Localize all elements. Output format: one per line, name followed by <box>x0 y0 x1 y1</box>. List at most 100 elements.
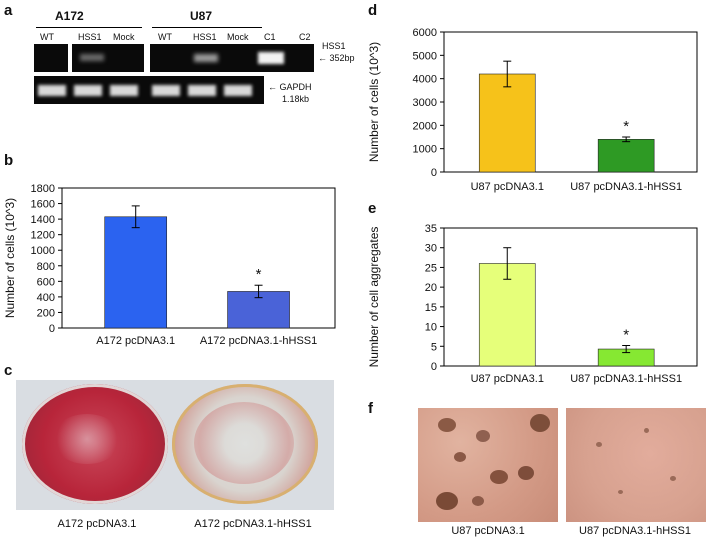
y-tick-label: 3000 <box>413 97 437 109</box>
significance-star: * <box>256 266 262 283</box>
y-tick-label: 35 <box>425 223 437 235</box>
x-category-label: A172 pcDNA3.1-hHSS1 <box>200 335 317 347</box>
panel-e-letter: e <box>368 200 377 217</box>
caption-c-left: A172 pcDNA3.1 <box>57 518 137 530</box>
y-tick-label: 1200 <box>31 230 55 242</box>
micrograph-hhss1 <box>566 408 706 522</box>
gel-band-gapdh <box>38 85 66 96</box>
caption-c-right: A172 pcDNA3.1-hHSS1 <box>194 518 312 530</box>
gel-lane-label: C2 <box>299 32 311 42</box>
y-tick-label: 10 <box>425 322 437 334</box>
cell-aggregate <box>490 470 508 484</box>
chart-d: 0 1000 2000 3000 4000 5000 6000 Number of cells… <box>367 27 698 193</box>
gel-gapdh-label: ← GAPDH <box>268 82 312 92</box>
significance-star: * <box>623 326 629 343</box>
gel-strip-gapdh <box>34 76 264 104</box>
gel-band-gapdh <box>74 85 102 96</box>
y-tick-label: 4000 <box>413 74 437 86</box>
cell-dot <box>670 476 676 481</box>
plot-frame <box>61 187 336 329</box>
plate-photo-panel <box>16 380 334 510</box>
gel-group-a172: A172 <box>55 9 84 23</box>
plot-frame <box>443 227 698 367</box>
bar <box>597 139 655 173</box>
y-tick-label: 1600 <box>31 199 55 211</box>
y-tick-label: 5 <box>431 341 437 353</box>
chart-e: 0 5 10 15 20 25 30 35 Number of cell aggregates U… <box>367 223 698 385</box>
gel-hss1-label: HSS1 <box>322 41 346 51</box>
gel-band-c1 <box>258 52 284 64</box>
y-tick-label: 400 <box>37 292 55 304</box>
gel-lane-label: WT <box>40 32 54 42</box>
gel-strip-wt <box>34 44 68 72</box>
gel-band-hss1 <box>80 54 104 61</box>
bar <box>478 263 536 367</box>
bar <box>478 73 536 173</box>
arrow-left-icon: ← <box>318 53 327 63</box>
gel-gapdh-text: GAPDH <box>279 82 312 92</box>
y-tick-label: 20 <box>425 282 437 294</box>
cell-aggregate <box>472 496 484 506</box>
panel-a-letter: a <box>4 2 13 19</box>
panel-b-letter: b <box>4 152 14 169</box>
cell-dot <box>596 442 602 447</box>
y-tick-label: 1800 <box>31 183 55 195</box>
y-tick-label: 0 <box>49 323 55 335</box>
y-tick-label: 6000 <box>413 27 437 39</box>
gel-lane-label: C1 <box>264 32 276 42</box>
cell-dot <box>644 428 649 433</box>
y-tick-label: 0 <box>431 361 437 373</box>
gel-group-u87-line <box>152 27 262 28</box>
plate-hhss1 <box>172 384 318 504</box>
x-category-label: A172 pcDNA3.1 <box>96 335 175 347</box>
panel-f-letter: f <box>368 400 373 417</box>
x-category-label: U87 pcDNA3.1-hHSS1 <box>570 373 682 385</box>
gel-hss1-size: ← 352bp <box>318 53 355 63</box>
x-category-label: U87 pcDNA3.1 <box>471 181 544 193</box>
gel-gapdh-size: 1.18kb <box>282 94 310 104</box>
caption-f-left: U87 pcDNA3.1 <box>451 525 525 537</box>
gel-band-gapdh <box>152 85 180 96</box>
cell-aggregate <box>530 414 550 432</box>
gel-band-gapdh <box>188 85 216 96</box>
x-category-label: U87 pcDNA3.1-hHSS1 <box>570 181 682 193</box>
y-tick-label: 15 <box>425 302 437 314</box>
gel-lane-label: HSS1 <box>193 32 217 42</box>
cell-aggregate <box>518 466 534 480</box>
y-tick-label: 25 <box>425 262 437 274</box>
y-tick-label: 2000 <box>413 120 437 132</box>
micrograph-control <box>418 408 558 522</box>
cell-aggregate <box>438 418 456 432</box>
y-axis-label: Number of cells (10^3) <box>3 198 17 318</box>
gel-strip-hss1-mock <box>72 44 144 72</box>
cell-dot <box>618 490 623 494</box>
gel-lane-label: Mock <box>227 32 249 42</box>
plate-control <box>22 384 168 504</box>
y-tick-label: 5000 <box>413 50 437 62</box>
gel-lane-label: HSS1 <box>78 32 102 42</box>
y-tick-label: 1400 <box>31 214 55 226</box>
arrow-left-icon: ← <box>268 82 277 92</box>
plate-control-sheen <box>52 414 122 464</box>
y-tick-label: 800 <box>37 261 55 273</box>
y-tick-label: 1000 <box>413 144 437 156</box>
chart-b: 0 200 400 600 800 1000 1200 1400 1600 1800 Number … <box>3 183 336 347</box>
gel-lane-label: Mock <box>113 32 135 42</box>
plate-hhss1-colonies <box>194 402 294 484</box>
cell-aggregate <box>454 452 466 462</box>
y-tick-label: 600 <box>37 276 55 288</box>
y-tick-label: 0 <box>431 167 437 179</box>
x-category-label: U87 pcDNA3.1 <box>471 373 544 385</box>
gel-band-hss1 <box>194 54 218 62</box>
cell-aggregate <box>436 492 458 510</box>
gel-group-u87: U87 <box>190 9 213 23</box>
y-axis-label: Number of cells (10^3) <box>367 42 381 162</box>
y-tick-label: 200 <box>37 307 55 319</box>
gel-hss1-size-text: 352bp <box>329 53 355 63</box>
panel-d-letter: d <box>368 2 378 19</box>
gel-band-gapdh <box>110 85 138 96</box>
gel-lane-label: WT <box>158 32 172 42</box>
panel-c-letter: c <box>4 362 13 379</box>
bar <box>104 216 168 329</box>
gel-band-gapdh <box>224 85 252 96</box>
